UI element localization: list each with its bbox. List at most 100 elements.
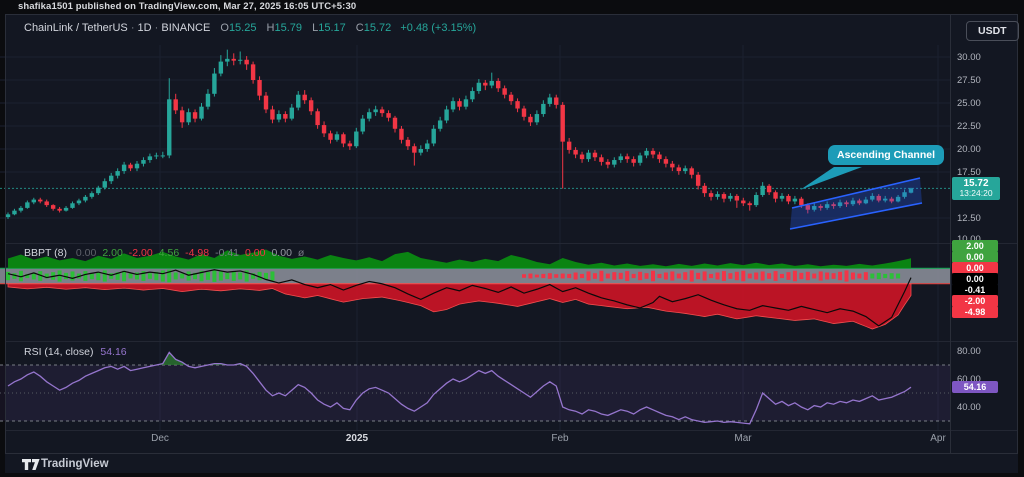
bbpt-hist-bar <box>109 273 114 279</box>
bbpt-hist-bar <box>818 271 823 281</box>
pane-separator-1[interactable] <box>5 243 1018 244</box>
bbpt-hist-bar <box>12 273 17 279</box>
candle-body <box>250 64 256 80</box>
time-axis-label[interactable]: 2025 <box>345 433 369 444</box>
pane-separator-2[interactable] <box>5 341 1018 342</box>
candle-body <box>192 112 198 119</box>
bbpt-hist-bar <box>25 273 30 279</box>
candle-body <box>199 106 204 119</box>
bbpt-hist-bar <box>702 271 707 281</box>
candle-body <box>218 61 224 74</box>
candle-body <box>167 99 172 156</box>
bbpt-hist-bar <box>883 273 888 279</box>
ascending-channel-callout[interactable]: Ascending Channel <box>828 145 945 165</box>
time-axis-label[interactable]: Mar <box>734 433 752 444</box>
bbpt-hist-bar <box>522 274 526 278</box>
rsi-legend-title[interactable]: RSI (14, close) <box>24 346 94 358</box>
bbpt-hist-bar <box>741 270 746 282</box>
time-axis-label[interactable]: Dec <box>151 433 169 444</box>
candle-body <box>844 202 849 205</box>
bbpt-hist-bar <box>780 273 784 279</box>
candle-body <box>450 101 456 110</box>
candle-body <box>734 195 740 201</box>
candle-body <box>805 205 810 210</box>
candle-body <box>276 114 282 120</box>
bbpt-hist-bar <box>57 270 62 282</box>
candle-body <box>560 104 565 142</box>
symbol-title[interactable]: ChainLink / TetherUS <box>24 22 128 34</box>
bbpt-hist-bar <box>244 270 249 282</box>
interval-label[interactable]: 1D <box>137 22 152 34</box>
candle-body <box>850 200 856 205</box>
bbpt-hist-bar <box>605 273 610 279</box>
candle-body <box>644 150 649 156</box>
bbpt-hist-bar <box>709 273 714 279</box>
bbpt-hist-bar <box>18 270 23 282</box>
candle-body <box>657 154 662 160</box>
candle-body <box>528 116 533 123</box>
candle-body <box>508 94 514 102</box>
bbpt-hist-bar <box>870 273 875 279</box>
last-price-value: 15.72 <box>963 178 989 190</box>
bbpt-hist-bar <box>670 271 675 281</box>
candle-body <box>89 193 95 197</box>
bbpt-hist-bar <box>876 272 881 280</box>
currency-toggle-button[interactable]: USDT <box>966 21 1019 41</box>
footer-brand-text[interactable]: TradingView <box>41 458 109 470</box>
candle-body <box>612 160 617 165</box>
bbpt-status-value: -0.41 <box>215 247 240 259</box>
candle-body <box>876 195 881 201</box>
bbpt-hist-bar <box>154 271 159 281</box>
bbpt-legend[interactable]: BBPT (8) 0.00 2.00 -2.00 4.56 -4.98 -0.41 0.00… <box>24 247 304 259</box>
bbpt-hist-bar <box>257 271 262 281</box>
price-pane-canvas[interactable] <box>0 45 950 243</box>
candle-body <box>341 134 346 144</box>
rsi-value-badge: 54.16 <box>952 381 998 394</box>
bbpt-hist-bar <box>638 271 643 281</box>
bbpt-hist-bar <box>683 272 688 280</box>
rsi-legend[interactable]: RSI (14, close) 54.16 <box>24 346 127 358</box>
bbpt-status-value: 0.00 <box>271 247 292 259</box>
bbpt-status-value: ø <box>297 247 305 259</box>
rsi-pane-canvas[interactable] <box>0 341 950 430</box>
bbpt-hist-bar <box>889 273 894 279</box>
bbpt-status-value: 2.00 <box>102 247 123 259</box>
symbol-header[interactable]: ChainLink / TetherUS · 1D · BINANCE O15.… <box>24 22 476 34</box>
candle-body <box>231 58 236 61</box>
tradingview-logo-icon[interactable] <box>22 459 40 471</box>
candle-body <box>670 163 675 168</box>
bbpt-hist-bar <box>122 270 127 282</box>
candle-body <box>470 91 475 100</box>
candle-body <box>315 111 320 126</box>
candle-body <box>457 101 462 107</box>
price-axis-label: 30.00 <box>957 52 981 63</box>
candle-body <box>18 207 24 211</box>
bbpt-hist-bar <box>812 273 817 279</box>
candle-body <box>270 109 275 120</box>
bbpt-pane-canvas[interactable] <box>0 243 950 341</box>
candle-body <box>857 200 862 204</box>
candle-body <box>476 82 482 92</box>
bbpt-hist-bar <box>573 272 578 280</box>
candle-body <box>360 118 365 132</box>
candle-body <box>418 149 423 153</box>
candle-body <box>96 187 101 194</box>
bbpt-hist-bar <box>212 270 217 282</box>
bbpt-hist-bar <box>773 271 778 281</box>
time-axis-label[interactable]: Feb <box>551 433 569 444</box>
candle-body <box>102 181 107 188</box>
candle-body <box>773 192 778 199</box>
candle-body <box>179 110 185 123</box>
time-axis-label[interactable]: Apr <box>930 433 946 444</box>
bbpt-upper-area <box>8 249 911 269</box>
bbpt-hist-bar <box>844 270 849 282</box>
low-label: L <box>312 22 319 34</box>
bbpt-axis-badge: -2.00 <box>952 295 998 307</box>
bbpt-hist-bar <box>760 271 765 281</box>
bbpt-hist-bar <box>225 272 230 280</box>
bbpt-hist-bar <box>167 269 172 283</box>
bbpt-status-value: 0.00 <box>245 247 266 259</box>
candle-body <box>883 198 888 201</box>
bbpt-legend-title[interactable]: BBPT (8) <box>24 247 67 259</box>
